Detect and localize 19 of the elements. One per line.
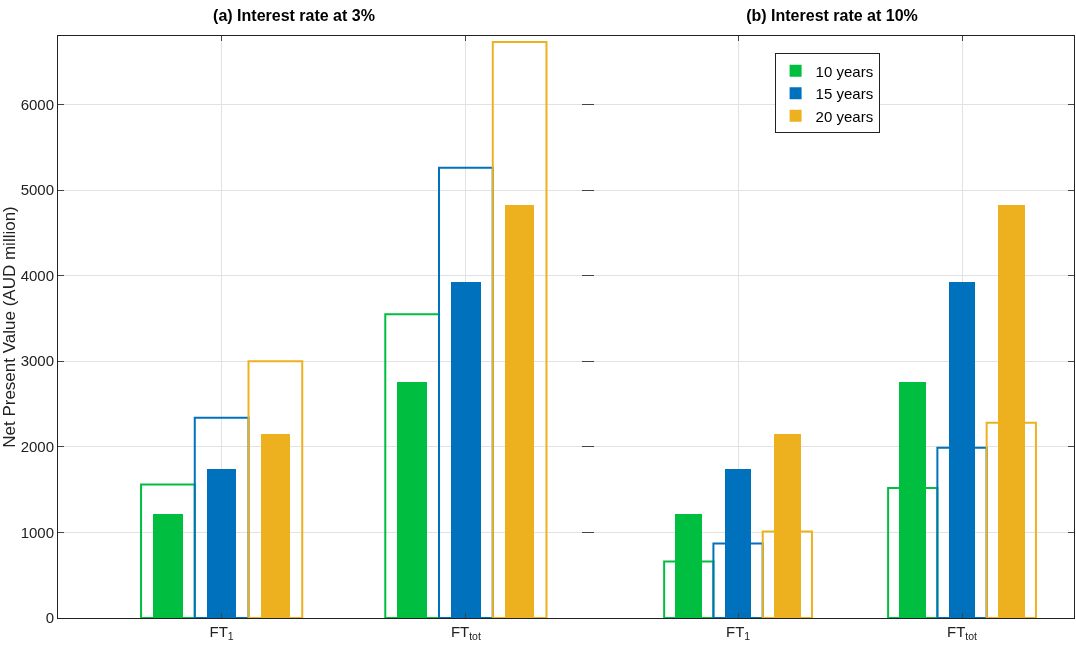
- x-tick-label: FT$_{1}$: [725, 623, 751, 643]
- x-tick-label: FT$_{1}$: [209, 623, 234, 643]
- y-tick-label: 4000: [20, 266, 54, 284]
- y-tick-label: 0: [45, 609, 54, 627]
- y-tick-label: 1000: [20, 523, 54, 541]
- chart-title: (a) Interest rate at 3%: [213, 7, 375, 25]
- legend-label: 15 years: [815, 85, 874, 103]
- bar: [247, 360, 304, 618]
- y-tick-label: 5000: [20, 181, 54, 199]
- y-tick-label: 3000: [20, 352, 54, 370]
- legend-label: 20 years: [815, 107, 874, 125]
- y-axis-title: Net Present Value (AUD million): [0, 206, 19, 448]
- legend-label: 10 years: [815, 62, 874, 80]
- x-tick-label: FT$_{tot}$: [947, 623, 978, 643]
- chart-title: (b) Interest rate at 10%: [746, 7, 918, 25]
- y-tick-label: 2000: [20, 438, 54, 456]
- y-tick-label: 6000: [20, 95, 54, 113]
- x-tick-label: FT$_{tot}$: [450, 623, 481, 643]
- bar: [491, 40, 548, 618]
